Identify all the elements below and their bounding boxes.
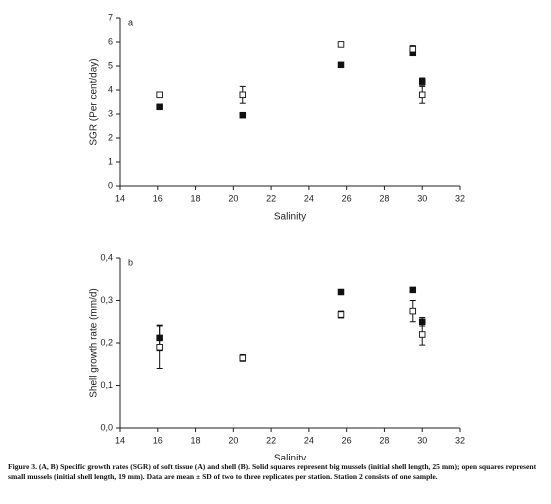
y-axis-label: SGR (Per cent/day): [89, 58, 100, 145]
x-tick-label: 16: [153, 193, 163, 203]
x-tick-label: 30: [417, 193, 427, 203]
point: [156, 91, 163, 99]
x-tick-label: 14: [115, 435, 125, 445]
point: [156, 344, 163, 351]
y-tick-label: 7: [108, 12, 113, 22]
x-tick-label: 28: [379, 435, 389, 445]
y-tick-label: 3: [108, 108, 113, 118]
y-tick-label: 1: [108, 156, 113, 166]
x-tick-label: 28: [379, 193, 389, 203]
x-tick-label: 26: [342, 435, 352, 445]
y-tick-label: 0: [108, 180, 113, 190]
x-tick-label: 24: [304, 435, 314, 445]
x-tick-label: 18: [191, 193, 201, 203]
y-tick-label: 5: [108, 60, 113, 70]
caption: Figure 3. (A, B) Specific growth rates (…: [8, 462, 537, 481]
point: [409, 45, 417, 53]
y-tick-label: 0,0: [100, 422, 113, 432]
figure: 0 1 2 3 4 5 6 7 14 16 18 20 22 24 26 28 30 32 Salinity SGR …: [89, 12, 465, 464]
x-tick-label: 30: [417, 435, 427, 445]
point: [156, 103, 163, 111]
point: [239, 111, 247, 119]
y-axis-label: Shell growth rate (mm/d): [89, 288, 100, 397]
y-tick-label: 2: [108, 132, 113, 142]
point: [337, 288, 345, 296]
x-tick-label: 24: [304, 193, 314, 203]
y-tick-label: 6: [108, 36, 113, 46]
x-tick-label: 22: [266, 435, 276, 445]
x-tick-label: 32: [455, 193, 465, 203]
point: [418, 331, 426, 338]
panel-label: b: [128, 257, 133, 267]
point: [337, 61, 345, 69]
point: [409, 286, 417, 294]
y-tick-label: 0,1: [100, 380, 113, 390]
x-tick-label: 32: [455, 435, 465, 445]
x-tick-label: 14: [115, 193, 125, 203]
y-tick-label: 4: [108, 84, 113, 94]
panel-label: a: [128, 17, 133, 27]
x-tick-label: 18: [191, 435, 201, 445]
point: [418, 78, 426, 85]
point: [409, 307, 417, 315]
point: [239, 354, 247, 362]
x-tick-label: 20: [228, 193, 238, 203]
y-tick-label: 0,4: [100, 252, 113, 262]
y-tick-label: 0,2: [100, 337, 113, 347]
x-tick-label: 16: [153, 435, 163, 445]
x-tick-label: 26: [342, 193, 352, 203]
point: [239, 91, 247, 99]
x-tick-label: 20: [228, 435, 238, 445]
x-tick-label: 22: [266, 193, 276, 203]
point: [418, 91, 426, 99]
point: [337, 311, 345, 318]
x-axis-label: Salinity: [274, 454, 306, 460]
x-axis-label: Salinity: [274, 212, 306, 223]
y-tick-label: 0,3: [100, 295, 113, 305]
point: [337, 41, 345, 48]
